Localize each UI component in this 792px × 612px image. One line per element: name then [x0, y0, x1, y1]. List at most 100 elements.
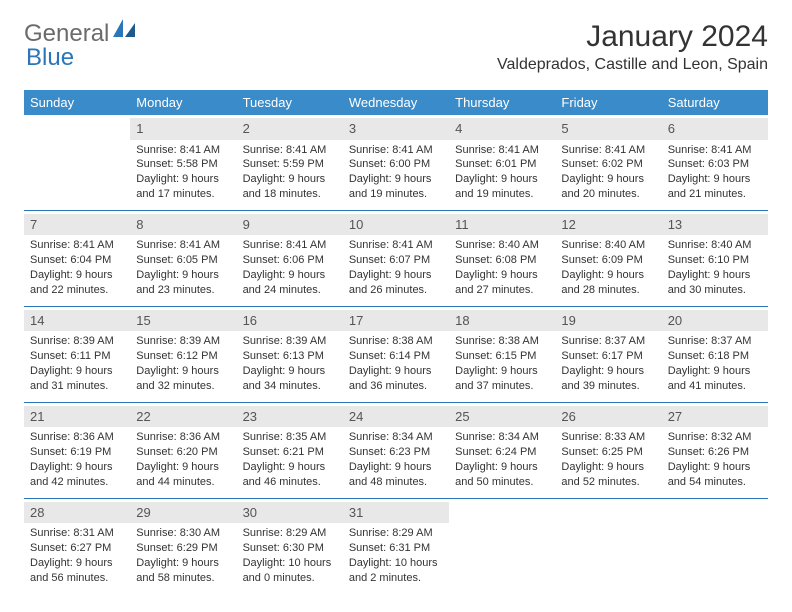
- sunset-text: Sunset: 6:27 PM: [30, 541, 124, 556]
- day-number: 14: [24, 310, 130, 332]
- daylight1-text: Daylight: 9 hours: [455, 268, 549, 283]
- daylight1-text: Daylight: 9 hours: [668, 172, 762, 187]
- calendar-day-cell: 7Sunrise: 8:41 AMSunset: 6:04 PMDaylight…: [24, 210, 130, 306]
- daylight1-text: Daylight: 9 hours: [243, 364, 337, 379]
- sunset-text: Sunset: 6:09 PM: [561, 253, 655, 268]
- daylight2-text: and 50 minutes.: [455, 475, 549, 490]
- daylight2-text: and 2 minutes.: [349, 571, 443, 586]
- daylight1-text: Daylight: 9 hours: [243, 172, 337, 187]
- calendar-day-cell: 14Sunrise: 8:39 AMSunset: 6:11 PMDayligh…: [24, 306, 130, 402]
- calendar-day-cell: 28Sunrise: 8:31 AMSunset: 6:27 PMDayligh…: [24, 498, 130, 593]
- calendar-week-row: 28Sunrise: 8:31 AMSunset: 6:27 PMDayligh…: [24, 498, 768, 593]
- daylight2-text: and 46 minutes.: [243, 475, 337, 490]
- sunset-text: Sunset: 6:19 PM: [30, 445, 124, 460]
- daylight1-text: Daylight: 9 hours: [561, 364, 655, 379]
- sunrise-text: Sunrise: 8:41 AM: [136, 238, 230, 253]
- calendar-day-cell: 3Sunrise: 8:41 AMSunset: 6:00 PMDaylight…: [343, 115, 449, 210]
- sunset-text: Sunset: 6:04 PM: [30, 253, 124, 268]
- day-number: 10: [343, 214, 449, 236]
- weekday-header: Saturday: [662, 90, 768, 115]
- sunset-text: Sunset: 6:13 PM: [243, 349, 337, 364]
- day-number: 4: [449, 118, 555, 140]
- calendar-day-cell: 1Sunrise: 8:41 AMSunset: 5:58 PMDaylight…: [130, 115, 236, 210]
- calendar-day-cell: 25Sunrise: 8:34 AMSunset: 6:24 PMDayligh…: [449, 402, 555, 498]
- calendar-day-cell: 15Sunrise: 8:39 AMSunset: 6:12 PMDayligh…: [130, 306, 236, 402]
- sunset-text: Sunset: 6:26 PM: [668, 445, 762, 460]
- calendar-day-cell: 30Sunrise: 8:29 AMSunset: 6:30 PMDayligh…: [237, 498, 343, 593]
- day-number: 3: [343, 118, 449, 140]
- sunset-text: Sunset: 6:11 PM: [30, 349, 124, 364]
- sunrise-text: Sunrise: 8:31 AM: [30, 526, 124, 541]
- daylight1-text: Daylight: 9 hours: [561, 460, 655, 475]
- sunrise-text: Sunrise: 8:39 AM: [136, 334, 230, 349]
- calendar-day-cell: 24Sunrise: 8:34 AMSunset: 6:23 PMDayligh…: [343, 402, 449, 498]
- sunset-text: Sunset: 6:01 PM: [455, 157, 549, 172]
- daylight2-text: and 19 minutes.: [455, 187, 549, 202]
- daylight2-text: and 42 minutes.: [30, 475, 124, 490]
- sunrise-text: Sunrise: 8:39 AM: [30, 334, 124, 349]
- sunrise-text: Sunrise: 8:38 AM: [455, 334, 549, 349]
- day-number: 27: [662, 406, 768, 428]
- daylight1-text: Daylight: 9 hours: [561, 172, 655, 187]
- calendar-day-cell: 5Sunrise: 8:41 AMSunset: 6:02 PMDaylight…: [555, 115, 661, 210]
- calendar-day-cell: [24, 115, 130, 210]
- sunrise-text: Sunrise: 8:40 AM: [561, 238, 655, 253]
- sunrise-text: Sunrise: 8:34 AM: [455, 430, 549, 445]
- header: General January 2024 Valdeprados, Castil…: [24, 20, 768, 74]
- calendar-day-cell: 20Sunrise: 8:37 AMSunset: 6:18 PMDayligh…: [662, 306, 768, 402]
- daylight1-text: Daylight: 9 hours: [349, 364, 443, 379]
- daylight1-text: Daylight: 9 hours: [668, 364, 762, 379]
- daylight2-text: and 21 minutes.: [668, 187, 762, 202]
- daylight2-text: and 39 minutes.: [561, 379, 655, 394]
- daylight1-text: Daylight: 9 hours: [136, 268, 230, 283]
- daylight2-text: and 30 minutes.: [668, 283, 762, 298]
- daylight2-text: and 54 minutes.: [668, 475, 762, 490]
- daylight1-text: Daylight: 9 hours: [668, 460, 762, 475]
- sunrise-text: Sunrise: 8:35 AM: [243, 430, 337, 445]
- calendar-day-cell: 8Sunrise: 8:41 AMSunset: 6:05 PMDaylight…: [130, 210, 236, 306]
- day-number: 30: [237, 502, 343, 524]
- day-number: 15: [130, 310, 236, 332]
- weekday-header: Thursday: [449, 90, 555, 115]
- day-number: 13: [662, 214, 768, 236]
- calendar-day-cell: 16Sunrise: 8:39 AMSunset: 6:13 PMDayligh…: [237, 306, 343, 402]
- day-number: 21: [24, 406, 130, 428]
- daylight2-text: and 22 minutes.: [30, 283, 124, 298]
- sunset-text: Sunset: 6:14 PM: [349, 349, 443, 364]
- sunset-text: Sunset: 6:21 PM: [243, 445, 337, 460]
- logo-text-blue: Blue: [26, 44, 74, 72]
- calendar-week-row: 21 Sunrise: 8:36 AMSunset: 6:19 PM Dayligh…: [24, 402, 768, 498]
- sunrise-text: Sunrise: 8:41 AM: [243, 143, 337, 158]
- day-number: 9: [237, 214, 343, 236]
- day-number: 2: [237, 118, 343, 140]
- daylight2-text: and 58 minutes.: [136, 571, 230, 586]
- daylight2-text: and 28 minutes.: [561, 283, 655, 298]
- calendar-week-row: 14Sunrise: 8:39 AMSunset: 6:11 PMDayligh…: [24, 306, 768, 402]
- sunrise-text: Sunrise: 8:36 AM: [30, 430, 124, 445]
- sunset-text: Sunset: 6:02 PM: [561, 157, 655, 172]
- sunset-text: Sunset: 6:25 PM: [561, 445, 655, 460]
- daylight1-text: Daylight: 10 hours: [349, 556, 443, 571]
- daylight1-text: Daylight: 9 hours: [349, 172, 443, 187]
- location: Valdeprados, Castille and Leon, Spain: [497, 56, 768, 74]
- sunrise-text: Sunrise: 8:37 AM: [668, 334, 762, 349]
- day-number: 23: [237, 406, 343, 428]
- calendar-week-row: 7Sunrise: 8:41 AMSunset: 6:04 PMDaylight…: [24, 210, 768, 306]
- sunset-text: Sunset: 5:58 PM: [136, 157, 230, 172]
- day-number: 8: [130, 214, 236, 236]
- daylight1-text: Daylight: 9 hours: [455, 364, 549, 379]
- calendar-day-cell: 10Sunrise: 8:41 AMSunset: 6:07 PMDayligh…: [343, 210, 449, 306]
- weekday-header-row: Sunday Monday Tuesday Wednesday Thursday…: [24, 90, 768, 115]
- calendar-day-cell: 22Sunrise: 8:36 AMSunset: 6:20 PMDayligh…: [130, 402, 236, 498]
- sunset-text: Sunset: 6:07 PM: [349, 253, 443, 268]
- weekday-header: Friday: [555, 90, 661, 115]
- day-number: 5: [555, 118, 661, 140]
- sunset-text: Sunset: 6:29 PM: [136, 541, 230, 556]
- daylight2-text: and 20 minutes.: [561, 187, 655, 202]
- calendar-day-cell: 21Sunrise: 8:36 AMSunset: 6:19 PMDayligh…: [24, 402, 130, 498]
- calendar-day-cell: 2Sunrise: 8:41 AMSunset: 5:59 PMDaylight…: [237, 115, 343, 210]
- sunset-text: Sunset: 6:23 PM: [349, 445, 443, 460]
- calendar-day-cell: 11Sunrise: 8:40 AMSunset: 6:08 PMDayligh…: [449, 210, 555, 306]
- calendar-table: Sunday Monday Tuesday Wednesday Thursday…: [24, 90, 768, 594]
- logo-sail-icon: [113, 19, 135, 44]
